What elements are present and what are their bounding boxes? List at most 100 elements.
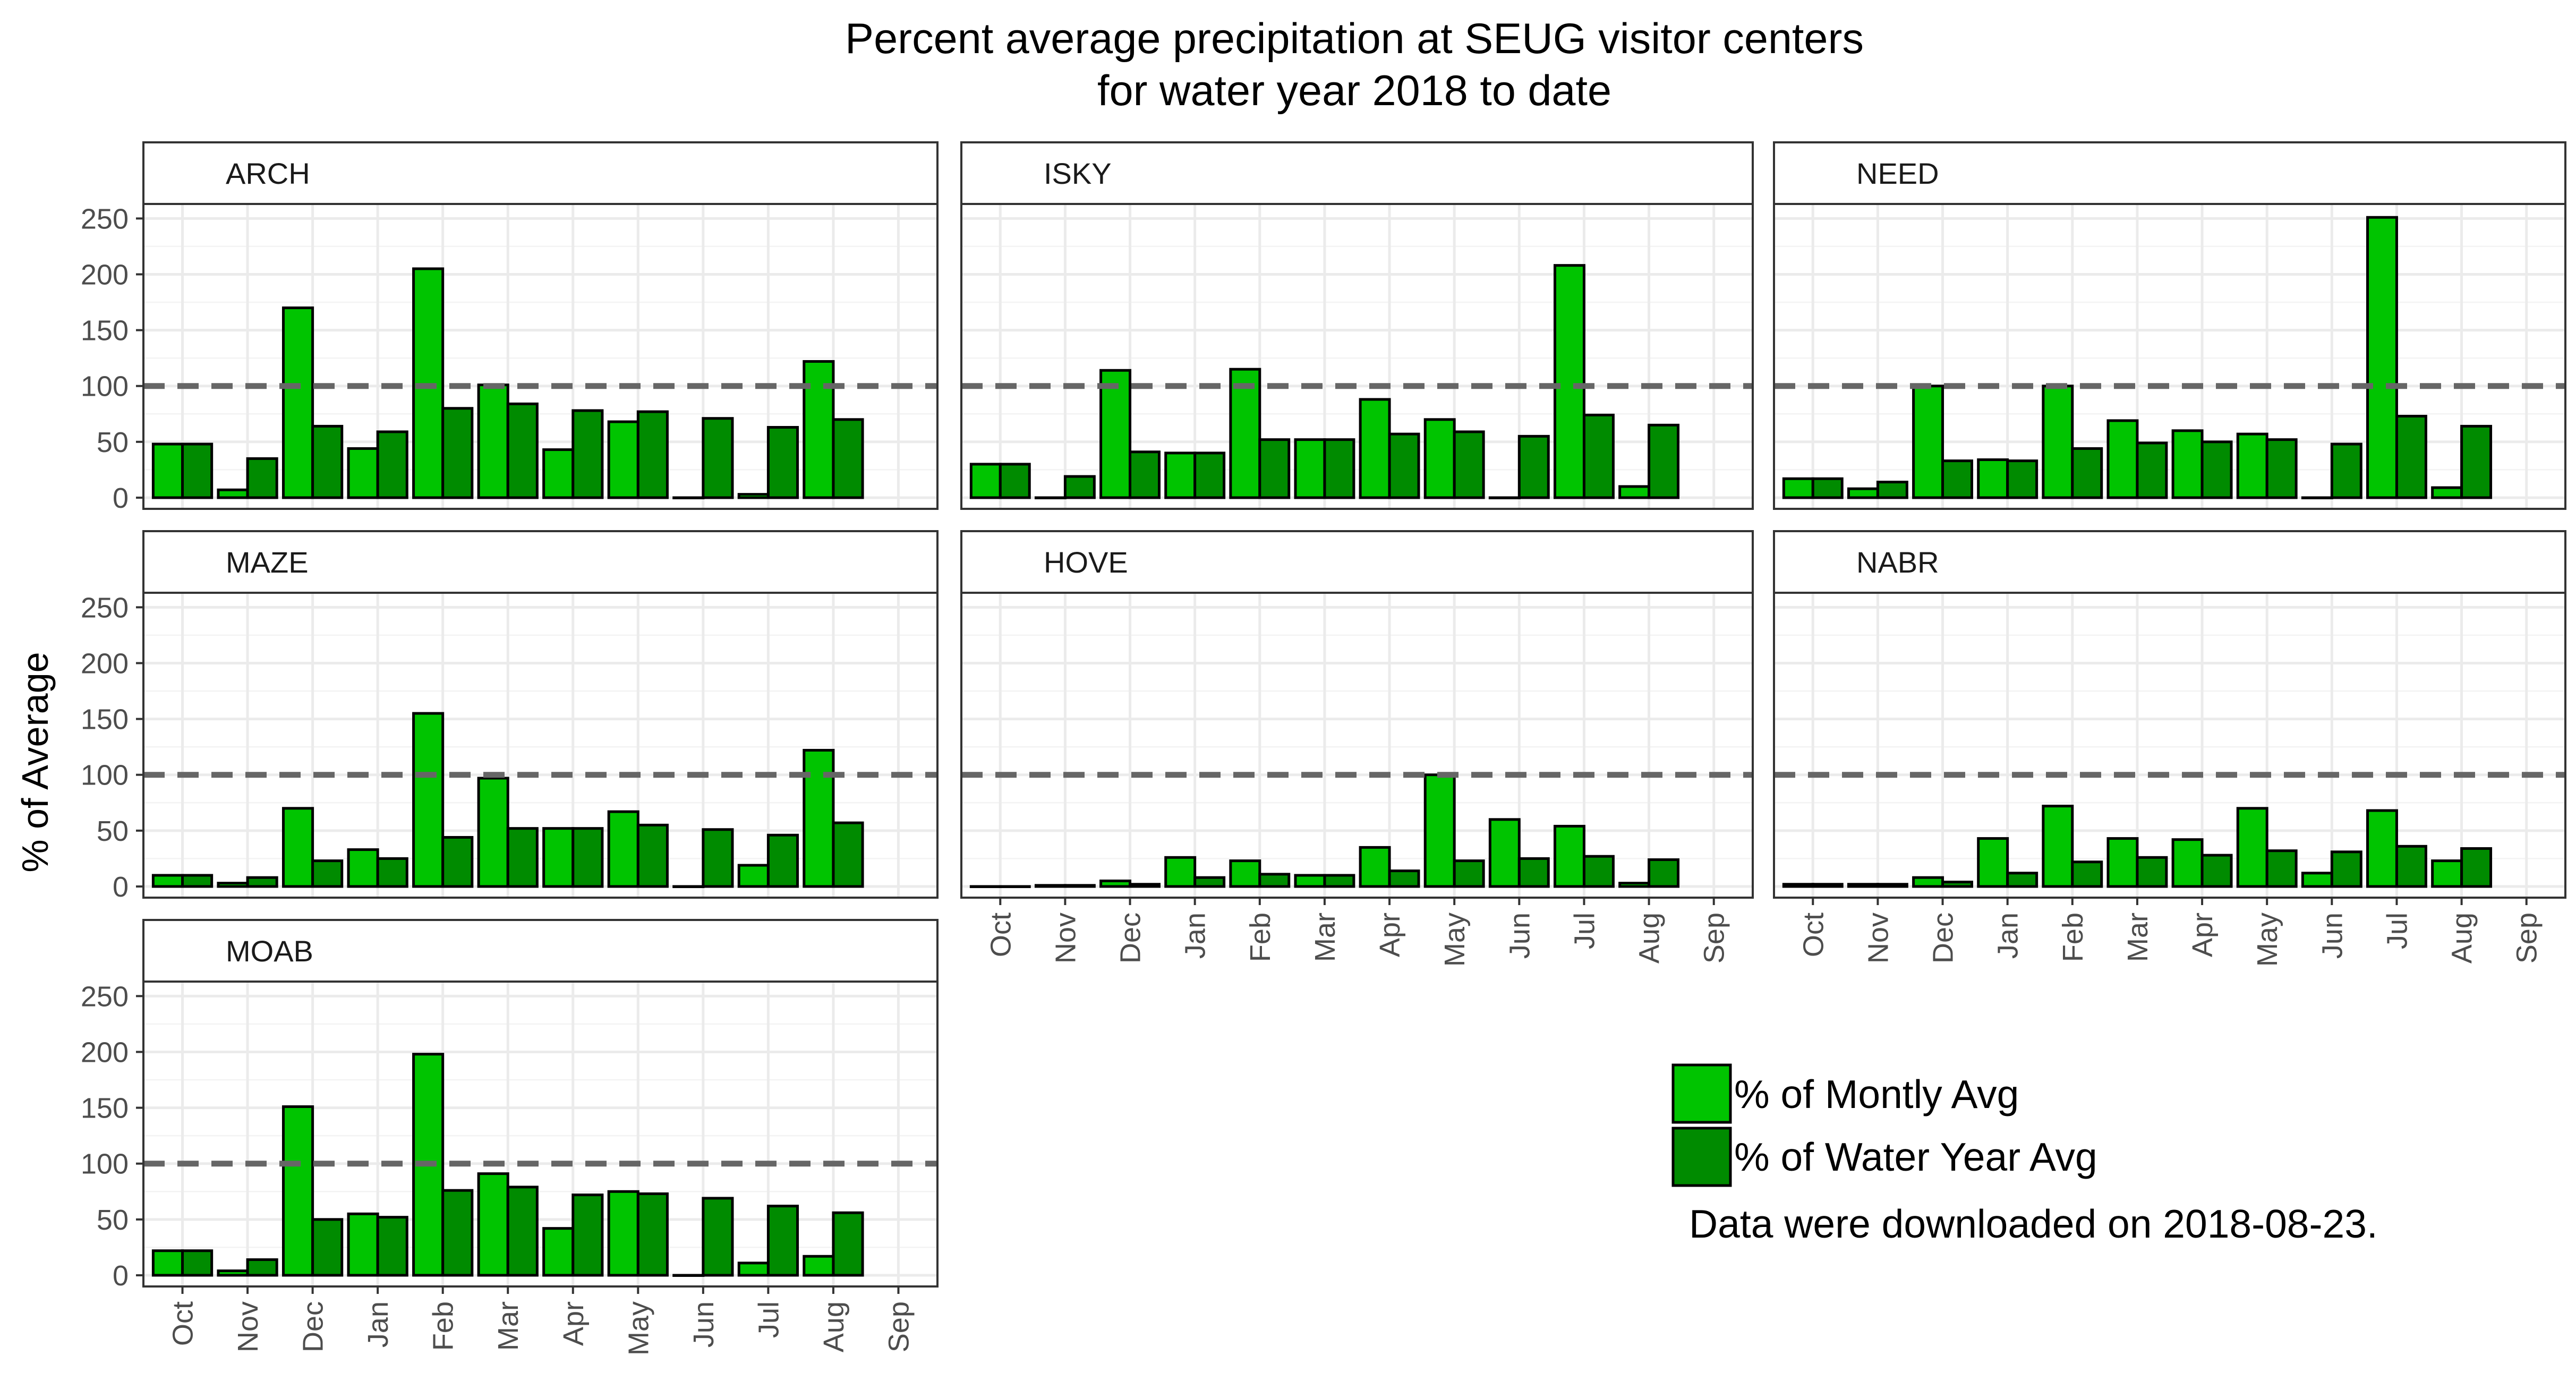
- bar-water-year-need-nov: [1876, 481, 1908, 499]
- bar-water-year-isky-apr: [1388, 432, 1420, 499]
- bar-water-year-hove-aug: [1648, 858, 1680, 888]
- bar-monthly-maze-feb: [412, 712, 445, 888]
- bar-water-year-maze-may: [636, 823, 669, 888]
- x-tick-label-sep: Sep: [2511, 913, 2543, 964]
- x-tick-label-sep: Sep: [1699, 913, 1730, 964]
- bar-monthly-nabr-feb: [2042, 805, 2074, 888]
- bar-monthly-need-oct: [1782, 477, 1814, 499]
- bar-water-year-need-oct: [1811, 477, 1844, 499]
- bar-water-year-maze-dec: [311, 859, 344, 888]
- bar-monthly-moab-oct: [151, 1249, 184, 1277]
- bar-monthly-hove-aug: [1618, 882, 1651, 888]
- bar-monthly-maze-dec: [282, 807, 314, 888]
- y-tick-label: 100: [81, 1148, 129, 1180]
- bar-monthly-need-feb: [2042, 385, 2074, 499]
- panel-arch: ARCH 0 50 100 150 200 250: [81, 141, 939, 514]
- x-tick-label-dec: Dec: [297, 1301, 329, 1352]
- bar-monthly-hove-dec: [1099, 879, 1132, 888]
- y-tick-label: 200: [81, 1036, 129, 1068]
- y-tick-label: 0: [113, 482, 129, 514]
- bar-water-year-nabr-apr: [2200, 854, 2233, 888]
- y-tick-label: 200: [81, 647, 129, 679]
- bar-water-year-nabr-may: [2265, 849, 2298, 888]
- x-tick-label-oct: Oct: [985, 913, 1017, 957]
- x-tick-label-apr: Apr: [1374, 913, 1406, 957]
- strip-box: [960, 530, 1754, 594]
- bar-water-year-nabr-feb: [2071, 860, 2103, 888]
- bar-monthly-maze-nov: [217, 882, 249, 888]
- bar-monthly-nabr-nov: [1847, 883, 1879, 888]
- panel-need: NEED: [1773, 141, 2566, 510]
- y-tick-label: 150: [81, 704, 129, 736]
- bar-monthly-moab-jul: [737, 1261, 770, 1277]
- x-tick-label-mar: Mar: [492, 1301, 524, 1351]
- x-tick-label-jun: Jun: [1504, 913, 1536, 959]
- bar-water-year-nabr-jul: [2395, 845, 2427, 888]
- bar-water-year-hove-apr: [1388, 869, 1420, 888]
- bar-water-year-arch-jan: [376, 430, 408, 499]
- panel-background: [143, 982, 937, 1286]
- bar-monthly-arch-may: [607, 420, 639, 499]
- bar-monthly-hove-jun: [1488, 818, 1521, 888]
- chart-subtitle: for water year 2018 to date: [1097, 67, 1611, 115]
- panel-background: [961, 593, 1753, 898]
- x-tick-label-apr: Apr: [558, 1301, 590, 1346]
- strip-box: [960, 141, 1754, 205]
- bar-monthly-moab-mar: [477, 1172, 509, 1277]
- bar-monthly-hove-jan: [1164, 856, 1197, 888]
- x-tick-label-oct: Oct: [167, 1301, 199, 1346]
- bar-water-year-nabr-dec: [1941, 881, 1974, 888]
- bar-monthly-moab-aug: [803, 1255, 835, 1277]
- bar-monthly-maze-jun: [672, 885, 705, 888]
- bar-water-year-need-jan: [2006, 459, 2038, 499]
- bar-monthly-maze-oct: [151, 874, 184, 888]
- y-tick-label: 0: [113, 1260, 129, 1292]
- strip-label-arch: ARCH: [226, 157, 310, 190]
- bar-water-year-nabr-jun: [2330, 850, 2362, 888]
- bar-monthly-isky-dec: [1099, 369, 1132, 499]
- bar-water-year-isky-dec: [1129, 450, 1161, 499]
- y-tick-label: 250: [81, 203, 129, 235]
- bar-monthly-hove-jul: [1554, 824, 1585, 888]
- strip-label-nabr: NABR: [1856, 545, 1939, 579]
- strip-label-hove: HOVE: [1044, 545, 1128, 579]
- x-tick-label-mar: Mar: [2122, 913, 2154, 962]
- x-tick-label-nov: Nov: [1862, 913, 1894, 964]
- bar-water-year-isky-jul: [1582, 413, 1615, 499]
- bar-monthly-arch-oct: [151, 442, 184, 499]
- strip-box: [1773, 141, 2566, 205]
- y-tick-label: 150: [81, 1093, 129, 1124]
- bar-water-year-maze-mar: [506, 827, 539, 888]
- bar-water-year-arch-aug: [832, 418, 864, 499]
- bar-water-year-need-feb: [2071, 447, 2103, 499]
- chart-title: Percent average precipitation at SEUG vi…: [845, 15, 1864, 63]
- bar-water-year-isky-jan: [1193, 451, 1226, 499]
- bar-monthly-nabr-apr: [2171, 838, 2204, 888]
- download-note: Data were downloaded on 2018-08-23.: [1689, 1201, 2378, 1246]
- bar-water-year-arch-jun: [702, 417, 734, 499]
- bar-monthly-maze-may: [607, 810, 639, 888]
- facet-panels: ARCH 0 50 100 150 200 250 ISKY NEED MAZE 0 50 100 150…: [81, 141, 2566, 1356]
- legend-key-monthly: [1671, 1063, 1732, 1124]
- bar-water-year-hove-mar: [1323, 874, 1355, 888]
- x-tick-label-aug: Aug: [2446, 913, 2478, 964]
- bar-water-year-moab-oct: [181, 1249, 214, 1277]
- bar-water-year-need-aug: [2460, 424, 2493, 499]
- bar-monthly-hove-feb: [1229, 859, 1261, 888]
- bar-water-year-moab-jan: [376, 1216, 408, 1277]
- x-tick-label-nov: Nov: [232, 1301, 264, 1352]
- bar-water-year-isky-jun: [1517, 434, 1550, 499]
- bar-monthly-arch-nov: [217, 488, 249, 499]
- bar-monthly-arch-apr: [542, 448, 575, 499]
- bar-monthly-nabr-jul: [2366, 809, 2398, 888]
- bar-water-year-moab-apr: [572, 1194, 604, 1277]
- bar-monthly-need-nov: [1847, 487, 1879, 499]
- bar-monthly-need-may: [2236, 432, 2268, 499]
- bar-monthly-need-mar: [2106, 419, 2139, 499]
- bar-water-year-maze-apr: [572, 827, 604, 888]
- strip-label-moab: MOAB: [226, 934, 313, 968]
- bar-water-year-isky-feb: [1258, 438, 1291, 499]
- bar-water-year-hove-feb: [1258, 873, 1291, 888]
- panel-maze: MAZE 0 50 100 150 200 250: [81, 530, 939, 903]
